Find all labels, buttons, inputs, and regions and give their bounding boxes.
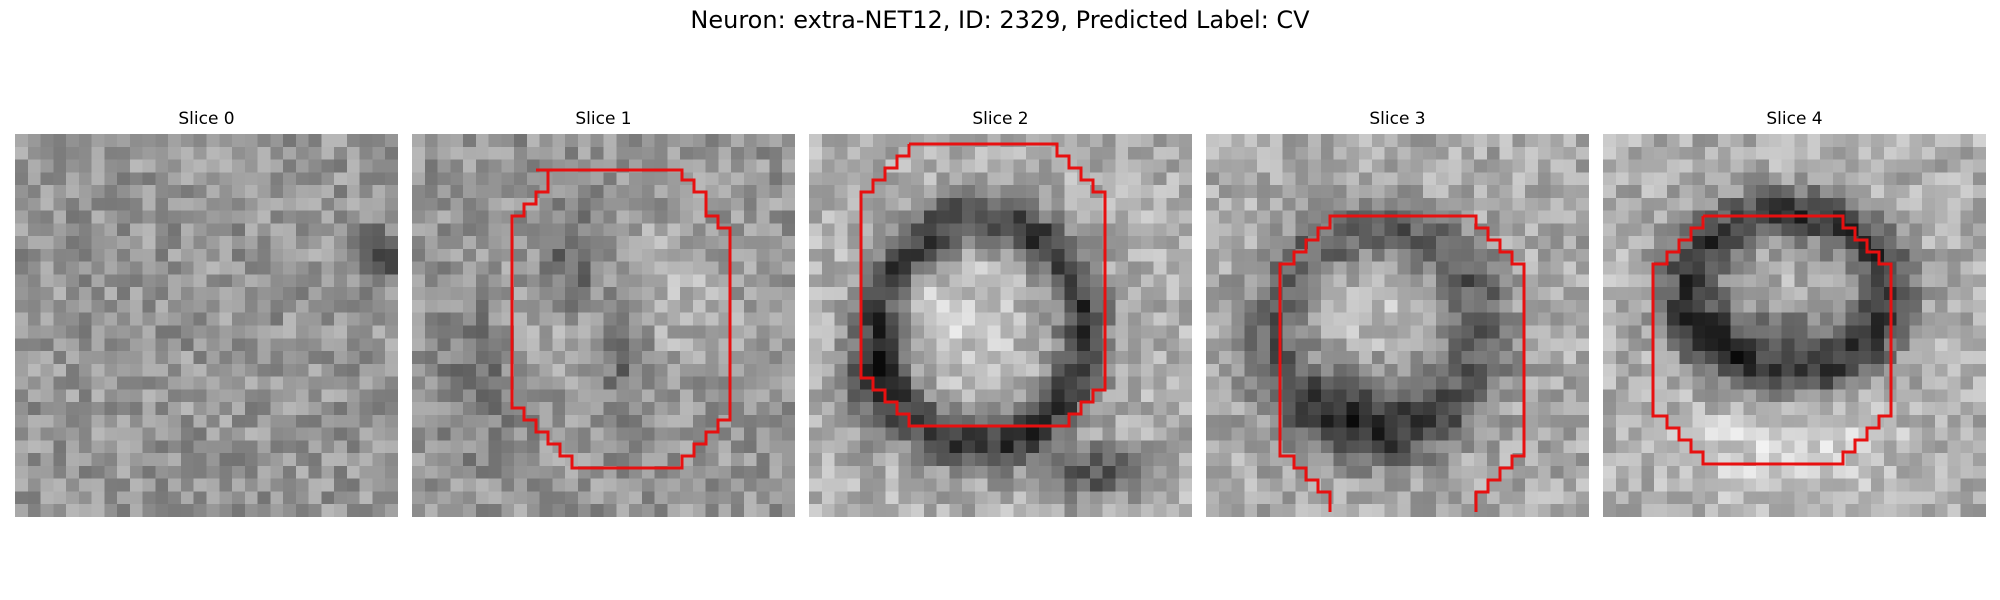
slice-label-2: Slice 2 xyxy=(809,108,1192,130)
slice-image-0 xyxy=(15,134,398,517)
mask-contour-4 xyxy=(1653,216,1891,464)
slice-image-3 xyxy=(1206,134,1589,517)
slice-panel-4: Slice 4 xyxy=(1603,108,1986,517)
contour-overlay-4 xyxy=(1603,134,1986,517)
slice-panel-3: Slice 3 xyxy=(1206,108,1589,517)
slice-label-1: Slice 1 xyxy=(412,108,795,130)
slice-image-4 xyxy=(1603,134,1986,517)
contour-overlay-1 xyxy=(412,134,795,517)
slice-0-canvas xyxy=(15,134,398,517)
mask-contour-1 xyxy=(512,170,730,468)
figure-title: Neuron: extra-NET12, ID: 2329, Predicted… xyxy=(0,6,2000,34)
slice-label-3: Slice 3 xyxy=(1206,108,1589,130)
slice-panel-2: Slice 2 xyxy=(809,108,1192,517)
slice-image-1 xyxy=(412,134,795,517)
slice-panel-0: Slice 0 xyxy=(15,108,398,517)
contour-overlay-3 xyxy=(1206,134,1589,517)
slice-image-2 xyxy=(809,134,1192,517)
slice-panel-1: Slice 1 xyxy=(412,108,795,517)
slice-label-4: Slice 4 xyxy=(1603,108,1986,130)
slice-label-0: Slice 0 xyxy=(15,108,398,130)
mask-contour-3 xyxy=(1280,216,1524,512)
contour-overlay-2 xyxy=(809,134,1192,517)
mask-contour-2 xyxy=(861,144,1105,426)
